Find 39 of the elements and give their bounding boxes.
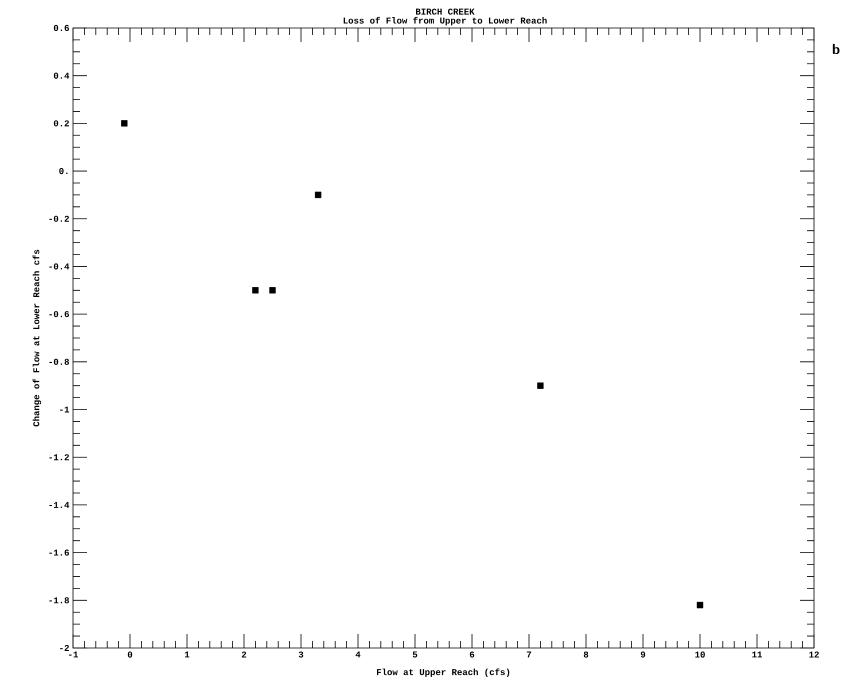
y-tick-label: -1.4	[49, 502, 70, 508]
y-axis-title: Change of Flow at Lower Reach cfs	[32, 250, 42, 426]
y-tick-label: -1.8	[49, 597, 70, 604]
x-tick-label: 0	[128, 652, 132, 658]
y-tick-label: -1.6	[49, 550, 69, 556]
y-tick-label: -0.4	[49, 263, 70, 270]
y-tick-label: 0.4	[54, 72, 70, 79]
y-tick-label: -0.6	[49, 311, 69, 318]
x-tick-label: 1	[184, 652, 190, 658]
point	[269, 287, 276, 294]
x-tick-label: 6	[470, 652, 474, 658]
x-tick-label: 2	[242, 652, 246, 658]
text: b	[832, 44, 840, 54]
y-tick-label: 0.6	[54, 24, 69, 32]
x-tick-label: 7	[526, 652, 532, 658]
y-tick-label: -1.2	[49, 454, 69, 460]
y-tick-label: -2	[60, 644, 69, 651]
x-axis-title: Flow at Upper Reach (cfs)	[376, 668, 510, 677]
x-tick-label: 10	[695, 652, 705, 658]
y-tick-label: 0.	[59, 168, 68, 174]
point	[537, 382, 544, 389]
y-tick-label: -0.2	[49, 216, 69, 222]
x-tick-label: 8	[584, 652, 588, 658]
point	[696, 602, 704, 608]
y-tick-label: -1	[60, 406, 70, 412]
x-tick-label: 4	[356, 652, 360, 658]
x-tick-label: 3	[298, 652, 304, 658]
chart-title: BIRCH CREEK	[416, 8, 475, 15]
x-tick-label: 11	[752, 652, 762, 658]
point	[121, 120, 128, 127]
point	[314, 192, 322, 198]
y-tick-label: 0.2	[54, 120, 69, 126]
y-tick-label: -0.8	[49, 358, 70, 365]
x-tick-label: 12	[809, 652, 819, 658]
point	[252, 287, 259, 294]
chart-subtitle: Loss of Flow from Upper to Lower Reach	[344, 16, 547, 26]
x-tick-label: 5	[412, 652, 418, 658]
x-tick-label: 9	[640, 652, 646, 658]
x-tick-label: -1	[69, 652, 78, 658]
